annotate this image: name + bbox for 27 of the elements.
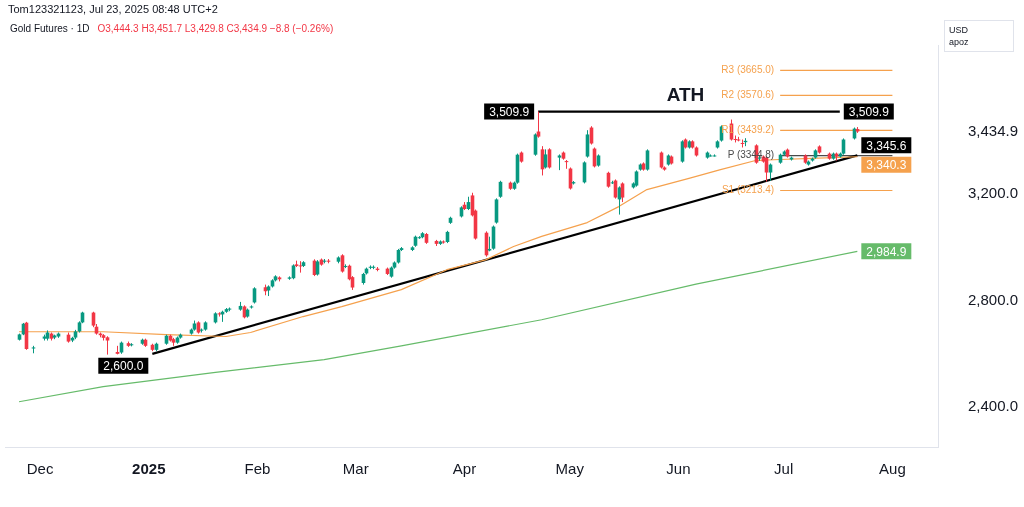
- x-tick-label: 2025: [132, 460, 166, 478]
- text: USD: [949, 24, 969, 36]
- text: O3,444.3 H3,451.7 L3,429.8 C3,434.9 −8.8 (−0.26%): [97, 23, 334, 34]
- x-tick-label: Jul: [774, 460, 794, 478]
- y-tick-label: 2,400.0: [967, 397, 1018, 415]
- y-tick-label: 3,434.9: [967, 121, 1018, 139]
- x-tick-label: Mar: [342, 460, 369, 478]
- x-tick-label: Feb: [244, 460, 271, 478]
- text: Tom123321123, Jul 23, 2025 08:48 UTC+2: [8, 3, 218, 15]
- data-label: 3,509.9: [848, 104, 890, 119]
- chart-title: Gold Futures · 1D: [10, 23, 90, 34]
- x-tick-label: May: [555, 460, 585, 478]
- y-tick-label: 2,800.0: [967, 290, 1018, 308]
- y-tick-label: 3,200.0: [967, 184, 1018, 202]
- x-tick-label: Dec: [26, 460, 54, 478]
- data-label: 3,340.3: [866, 158, 907, 173]
- x-tick-label: Jun: [666, 460, 691, 478]
- text: apoz: [949, 36, 970, 48]
- x-tick-label: Apr: [452, 460, 477, 478]
- annotation: ATH: [666, 84, 705, 106]
- data-label: 2,984.9: [866, 244, 907, 259]
- series-label: R2 (3570.6): [721, 89, 775, 101]
- data-label: 2,600.0: [103, 359, 144, 374]
- data-label: 3,345.6: [866, 138, 907, 153]
- x-tick-label: Aug: [879, 460, 906, 478]
- series-label: R3 (3665.0): [721, 64, 775, 76]
- data-label: 3,509.9: [489, 104, 530, 119]
